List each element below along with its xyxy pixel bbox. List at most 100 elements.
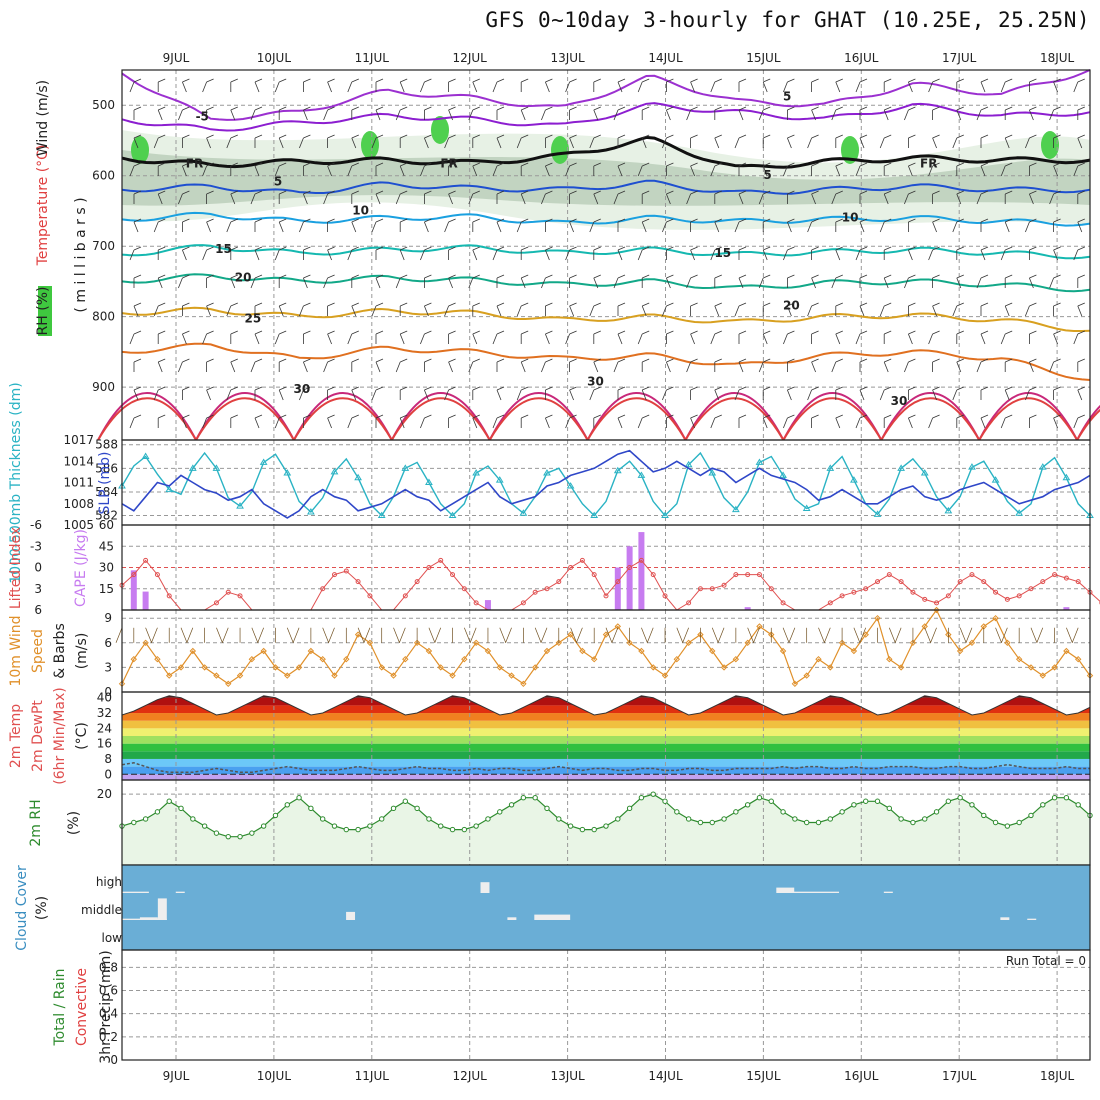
wind-barb-flag (1077, 218, 1085, 223)
wind-barb-flag (956, 78, 964, 83)
wind-barb-flag (1005, 386, 1013, 391)
wind-barb-flag (400, 274, 408, 279)
wind-barb-flag (569, 302, 577, 307)
wind-barb (375, 109, 381, 121)
wind-barb-flag (908, 106, 916, 111)
wind-barb-flag (448, 414, 456, 419)
cape-bar (744, 607, 751, 610)
wind-barb-flag (932, 106, 940, 111)
thickness-marker (661, 511, 669, 519)
surface-wind-barb (747, 627, 754, 643)
wind-marker (166, 672, 173, 679)
rh-marker (225, 833, 231, 840)
wind-barb-flag (182, 134, 190, 139)
wind-barb-flag (932, 302, 940, 307)
wind-barb (738, 193, 744, 205)
wind-barb-flag (690, 190, 698, 195)
wind-barb-flag (279, 190, 287, 195)
wind-barb-flag (956, 386, 964, 391)
thickness-marker (920, 469, 929, 476)
wind-barb-flag (521, 386, 529, 391)
wind-marker (838, 639, 846, 647)
wind-barb-flag (932, 246, 940, 251)
wind-barb-flag (327, 386, 335, 391)
wind-marker (720, 664, 728, 671)
wind-marker (614, 623, 622, 630)
wind-barb (472, 333, 478, 345)
wind-barb-flag (424, 414, 432, 419)
wind-barb (516, 221, 522, 233)
li-marker (355, 579, 361, 585)
top-date-label: 18JUL (1040, 51, 1075, 65)
wind-barb (783, 165, 788, 177)
li-marker (827, 600, 833, 606)
wind-barb-flag (206, 414, 214, 419)
wind-barb (710, 417, 716, 429)
li-marker (733, 572, 739, 578)
wind-barb-flag (400, 246, 408, 251)
wind-barb-flag (158, 386, 166, 391)
wind-barb-flag (521, 78, 529, 83)
wind-barb (444, 389, 449, 401)
wind-barb-flag (1053, 246, 1061, 251)
wind-marker (1039, 672, 1046, 679)
wind-barb-flag (400, 162, 408, 167)
surface-wind-barb (611, 627, 619, 643)
wind-barb-flag (787, 414, 795, 419)
wind-barb-flag (521, 162, 529, 167)
wind-barb (569, 389, 574, 401)
wind-barb-flag (424, 274, 432, 279)
wind-barb (1025, 389, 1030, 401)
wind-barb-flag (835, 134, 843, 139)
wind-barb-flag (666, 246, 674, 251)
wind-barb-flag (472, 358, 480, 363)
wind-barb (545, 81, 550, 93)
wind-barb-flag (811, 190, 819, 195)
precip-tick-label: 0.6 (99, 984, 118, 998)
wind-barb-flag (400, 218, 408, 223)
wind-barb (686, 193, 691, 205)
wind-barb-flag (254, 414, 263, 419)
diurnal-arc (880, 392, 981, 441)
li-marker (450, 572, 456, 578)
wind-barb-flag (714, 414, 722, 419)
wind-marker (437, 664, 444, 671)
wind-barb (662, 305, 667, 317)
wind-barb (787, 137, 792, 149)
wind-barb (883, 361, 889, 373)
wind-barb (787, 305, 792, 317)
wind-barb-flag (327, 414, 335, 419)
rh-marker (532, 795, 538, 801)
rh-marker (461, 826, 468, 833)
rh-marker (390, 805, 397, 812)
wind-barb-flag (859, 106, 868, 111)
wind-marker (343, 655, 350, 663)
wind-barb (690, 81, 695, 93)
thickness-marker (566, 482, 575, 489)
surface-wind-barb (1066, 627, 1073, 643)
bottom-date-label: 14JUL (648, 1069, 683, 1083)
temp-tick-label: 32 (97, 706, 112, 720)
wind-barb-flag (738, 190, 747, 195)
wind-barb (230, 193, 236, 205)
wind-marker (685, 639, 692, 647)
wind-barb-flag (472, 330, 480, 335)
wind-barb (274, 417, 280, 429)
wind-barb (182, 249, 187, 261)
convective-axis-label: Convective (74, 968, 90, 1046)
wind-barb-flag (279, 386, 287, 391)
wind-barb-flag (133, 358, 142, 363)
wind-barb-flag (738, 134, 747, 139)
slp-tick-label: 1014 (63, 454, 94, 468)
surface-wind-barb (1030, 627, 1038, 643)
temp-band (122, 705, 1090, 714)
wind-barb-flag (327, 302, 335, 307)
wind-barb-flag (375, 246, 384, 251)
wind-barb-flag (980, 78, 989, 83)
li-marker (697, 586, 703, 592)
wind-barb-flag (763, 386, 771, 391)
wind-barbs-axis-label: & Barbs (52, 623, 68, 679)
wind-barb (347, 249, 353, 261)
wind-barb-flag (932, 218, 940, 223)
wind-barb-flag (279, 106, 287, 111)
